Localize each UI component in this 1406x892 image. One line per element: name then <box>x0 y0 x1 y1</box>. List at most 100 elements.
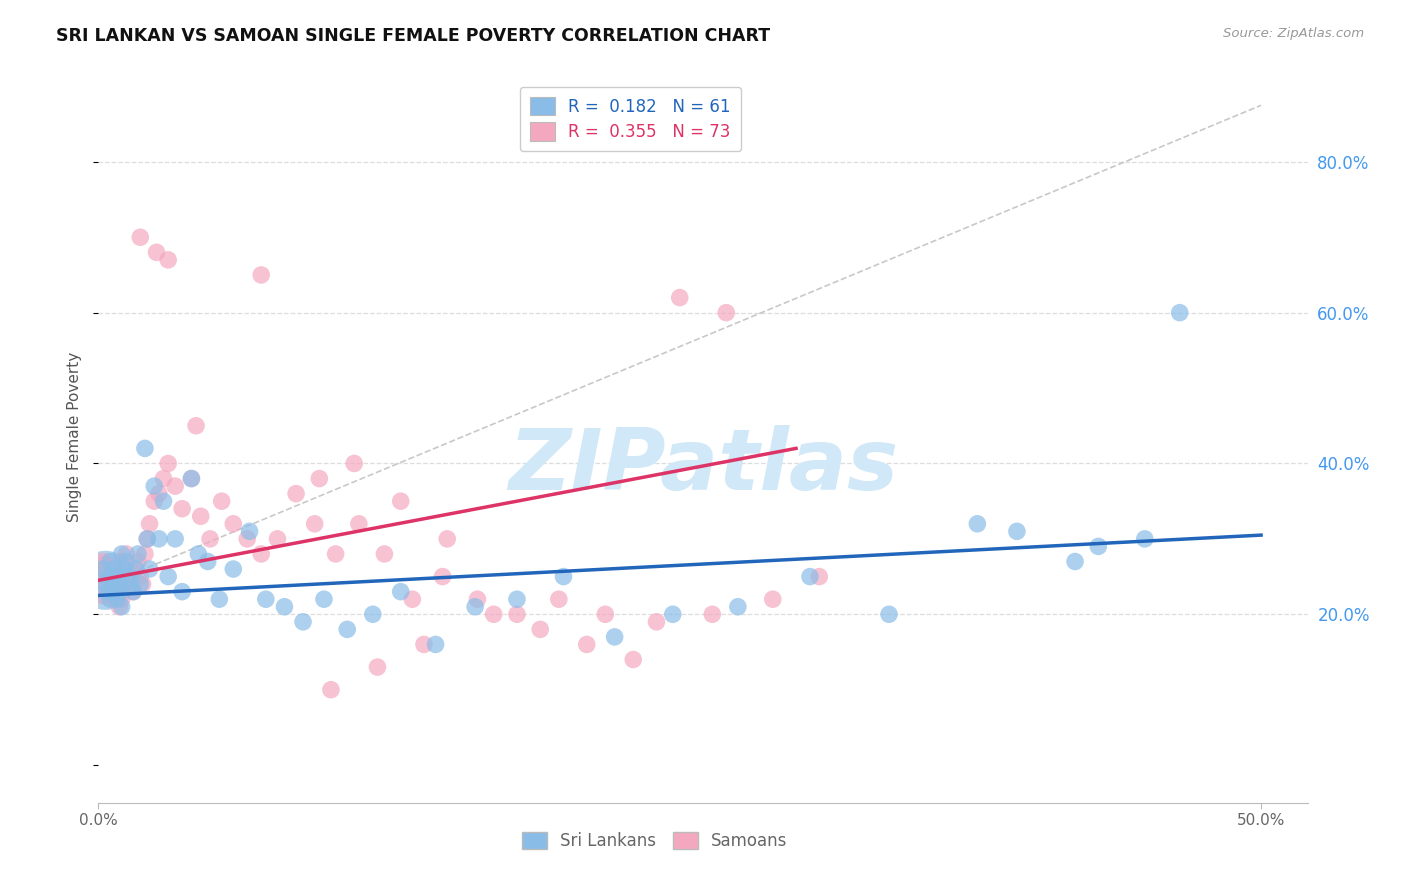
Point <box>108 584 131 599</box>
Point <box>120 577 142 591</box>
Point <box>148 532 170 546</box>
Point <box>97 569 120 583</box>
Point <box>97 584 120 599</box>
Point <box>197 554 219 568</box>
Point <box>343 457 366 471</box>
Point <box>336 623 359 637</box>
Point <box>506 607 529 622</box>
Point <box>94 574 117 588</box>
Point <box>157 569 180 583</box>
Point <box>105 569 128 583</box>
Point <box>134 547 156 561</box>
Point <box>180 471 202 485</box>
Point <box>211 494 233 508</box>
Point <box>94 574 117 588</box>
Point <box>131 577 153 591</box>
Point <box>966 516 988 531</box>
Point <box>621 652 644 666</box>
Point <box>222 562 245 576</box>
Point <box>553 569 575 583</box>
Point <box>124 562 146 576</box>
Point <box>1064 554 1087 568</box>
Point <box>91 562 114 576</box>
Point <box>467 592 489 607</box>
Point <box>325 547 347 561</box>
Point <box>250 268 273 282</box>
Point <box>285 486 308 500</box>
Point <box>94 574 117 588</box>
Point <box>98 592 121 607</box>
Point <box>143 479 166 493</box>
Point <box>157 252 180 267</box>
Point <box>482 607 505 622</box>
Point <box>595 607 617 622</box>
Point <box>94 574 117 588</box>
Point <box>136 532 159 546</box>
Point <box>115 554 138 568</box>
Point <box>273 599 295 614</box>
Point <box>254 592 277 607</box>
Point <box>152 494 174 508</box>
Point <box>105 562 128 576</box>
Point <box>575 637 598 651</box>
Text: ZIPatlas: ZIPatlas <box>508 425 898 508</box>
Point <box>172 501 194 516</box>
Point <box>94 574 117 588</box>
Point <box>138 562 160 576</box>
Point <box>361 607 384 622</box>
Point <box>716 306 738 320</box>
Point <box>134 442 156 456</box>
Point <box>208 592 231 607</box>
Point <box>266 532 288 546</box>
Point <box>104 592 127 607</box>
Point <box>347 516 370 531</box>
Point <box>108 577 131 591</box>
Legend: Sri Lankans, Samoans: Sri Lankans, Samoans <box>515 825 794 856</box>
Point <box>1168 306 1191 320</box>
Point <box>799 569 821 583</box>
Point <box>111 592 134 607</box>
Point <box>304 516 326 531</box>
Point <box>239 524 262 539</box>
Point <box>94 569 117 583</box>
Point <box>165 479 187 493</box>
Point <box>112 562 135 576</box>
Point <box>413 637 436 651</box>
Point <box>101 569 124 583</box>
Point <box>122 584 145 599</box>
Point <box>464 599 486 614</box>
Point <box>401 592 423 607</box>
Point <box>506 592 529 607</box>
Point <box>115 547 138 561</box>
Y-axis label: Single Female Poverty: Single Female Poverty <box>67 352 83 522</box>
Point <box>118 569 141 583</box>
Point <box>94 574 117 588</box>
Point <box>436 532 458 546</box>
Point <box>91 554 114 568</box>
Point <box>308 471 330 485</box>
Point <box>366 660 388 674</box>
Point <box>762 592 785 607</box>
Point <box>94 574 117 588</box>
Point <box>101 577 124 591</box>
Point <box>111 554 134 568</box>
Point <box>112 562 135 576</box>
Point <box>727 599 749 614</box>
Point <box>389 494 412 508</box>
Point <box>94 574 117 588</box>
Point <box>143 494 166 508</box>
Point <box>97 562 120 576</box>
Point <box>129 577 152 591</box>
Point <box>172 584 194 599</box>
Point <box>312 592 335 607</box>
Point <box>138 516 160 531</box>
Point <box>94 574 117 588</box>
Point <box>190 509 212 524</box>
Text: Source: ZipAtlas.com: Source: ZipAtlas.com <box>1223 27 1364 40</box>
Point <box>122 584 145 599</box>
Point <box>129 230 152 244</box>
Point <box>136 532 159 546</box>
Text: SRI LANKAN VS SAMOAN SINGLE FEMALE POVERTY CORRELATION CHART: SRI LANKAN VS SAMOAN SINGLE FEMALE POVER… <box>56 27 770 45</box>
Point <box>661 607 683 622</box>
Point <box>198 532 221 546</box>
